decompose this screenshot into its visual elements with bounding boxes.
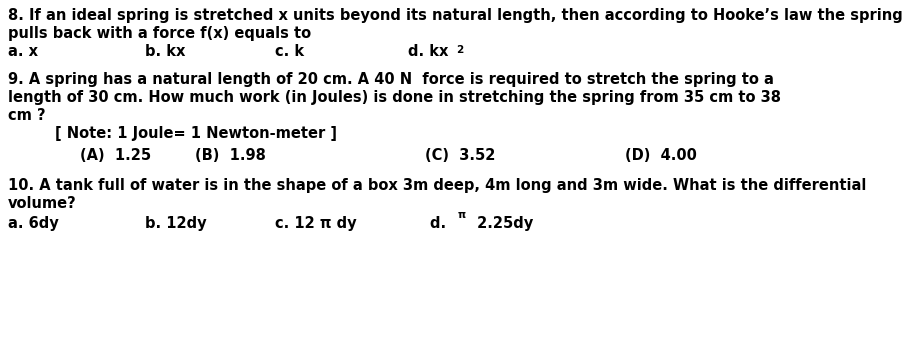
Text: 2: 2 (456, 45, 463, 55)
Text: 10. A tank full of water is in the shape of a box 3m deep, 4m long and 3m wide. : 10. A tank full of water is in the shape… (8, 178, 867, 193)
Text: (A)  1.25: (A) 1.25 (80, 148, 151, 163)
Text: a. x: a. x (8, 44, 38, 59)
Text: cm ?: cm ? (8, 108, 45, 123)
Text: volume?: volume? (8, 196, 77, 211)
Text: 2.25dy: 2.25dy (472, 216, 533, 231)
Text: 8. If an ideal spring is stretched x units beyond its natural length, then accor: 8. If an ideal spring is stretched x uni… (8, 8, 903, 23)
Text: 9. A spring has a natural length of 20 cm. A 40 N  force is required to stretch : 9. A spring has a natural length of 20 c… (8, 72, 773, 87)
Text: d. kx: d. kx (408, 44, 449, 59)
Text: (D)  4.00: (D) 4.00 (625, 148, 697, 163)
Text: c. k: c. k (275, 44, 304, 59)
Text: pulls back with a force f(x) equals to: pulls back with a force f(x) equals to (8, 26, 311, 41)
Text: [ Note: 1 Joule= 1 Newton-meter ]: [ Note: 1 Joule= 1 Newton-meter ] (55, 126, 337, 141)
Text: length of 30 cm. How much work (in Joules) is done in stretching the spring from: length of 30 cm. How much work (in Joule… (8, 90, 781, 105)
Text: b. kx: b. kx (145, 44, 186, 59)
Text: c. 12 π dy: c. 12 π dy (275, 216, 356, 231)
Text: a. 6dy: a. 6dy (8, 216, 59, 231)
Text: b. 12dy: b. 12dy (145, 216, 207, 231)
Text: π: π (458, 210, 466, 220)
Text: d.: d. (430, 216, 456, 231)
Text: (C)  3.52: (C) 3.52 (425, 148, 496, 163)
Text: (B)  1.98: (B) 1.98 (195, 148, 266, 163)
